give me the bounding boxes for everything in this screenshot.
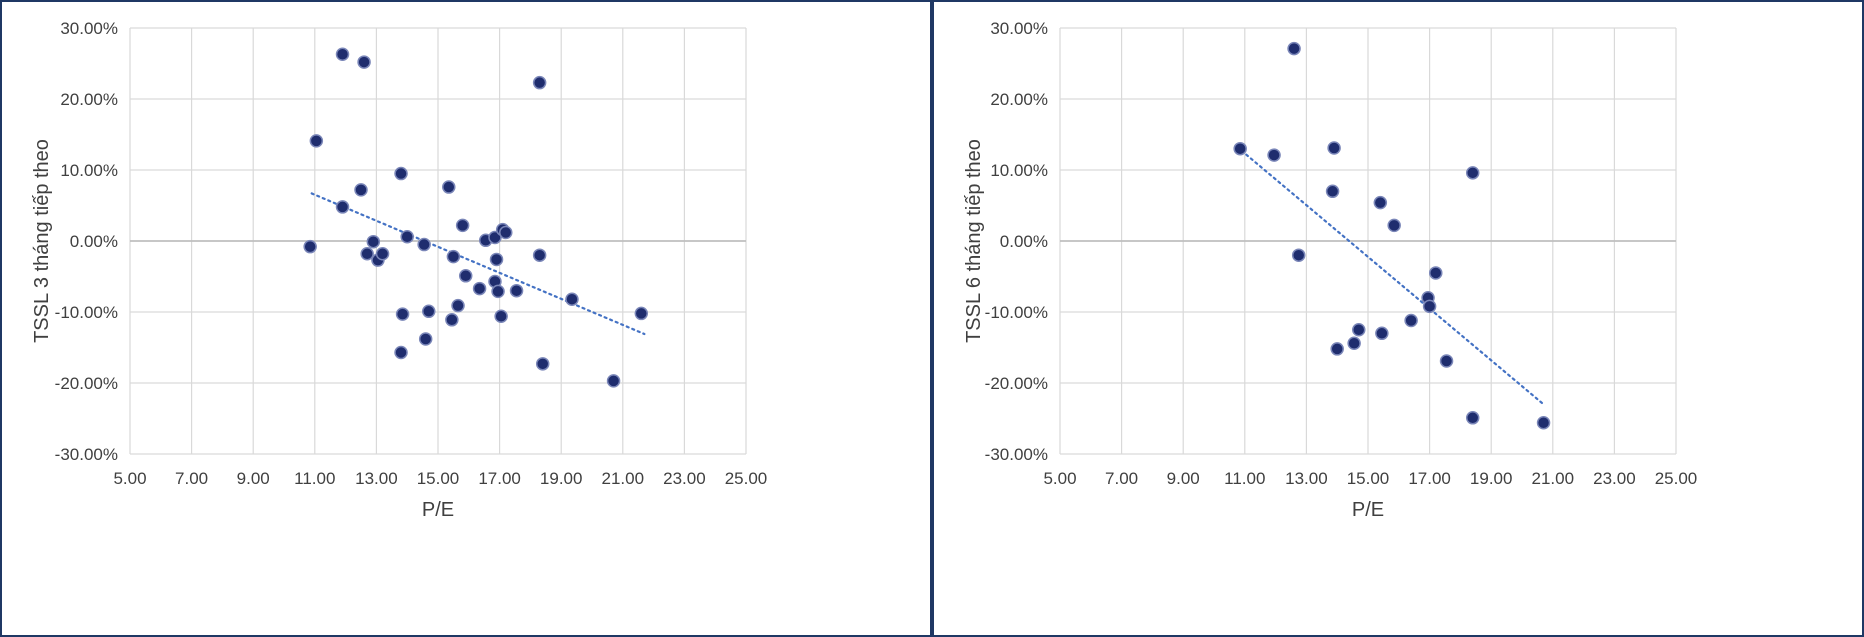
data-point xyxy=(360,247,374,261)
data-point xyxy=(354,183,368,197)
data-point xyxy=(366,234,381,249)
data-point xyxy=(1325,184,1340,199)
data-point xyxy=(1267,148,1281,162)
y-tick-label: 30.00% xyxy=(60,19,118,38)
data-point xyxy=(1429,266,1443,280)
data-point xyxy=(1287,41,1301,56)
data-point xyxy=(491,284,505,299)
data-point xyxy=(445,313,459,327)
x-tick-label: 7.00 xyxy=(1105,469,1138,488)
data-point xyxy=(565,292,579,306)
y-tick-label: -20.00% xyxy=(55,374,118,393)
x-tick-label: 25.00 xyxy=(1655,469,1698,488)
x-tick-label: 21.00 xyxy=(602,469,645,488)
y-axis-title: TSSL 6 tháng tiếp theo xyxy=(963,139,985,343)
y-tick-label: 30.00% xyxy=(990,19,1048,38)
data-point xyxy=(417,237,431,252)
y-tick-label: -30.00% xyxy=(55,445,118,464)
y-tick-label: 0.00% xyxy=(1000,232,1048,251)
data-point xyxy=(499,225,513,240)
data-point xyxy=(394,345,408,360)
y-tick-label: 20.00% xyxy=(990,90,1048,109)
data-point xyxy=(1536,416,1551,430)
data-point xyxy=(634,306,649,321)
x-tick-label: 9.00 xyxy=(237,469,270,488)
x-tick-label: 13.00 xyxy=(355,469,398,488)
y-tick-label: 10.00% xyxy=(60,161,118,180)
data-point xyxy=(1404,313,1418,328)
x-tick-label: 5.00 xyxy=(113,469,146,488)
x-tick-label: 19.00 xyxy=(1470,469,1513,488)
data-point xyxy=(1375,326,1389,341)
data-point xyxy=(1233,141,1247,156)
y-tick-label: 0.00% xyxy=(70,232,118,251)
data-point xyxy=(395,307,410,321)
x-tick-label: 11.00 xyxy=(294,469,335,488)
y-axis-title: TSSL 3 tháng tiếp theo xyxy=(31,139,53,343)
y-tick-label: -30.00% xyxy=(985,445,1048,464)
y-tick-label: -10.00% xyxy=(985,303,1048,322)
x-axis-title: P/E xyxy=(422,499,454,521)
left-chart-panel: 5.00 7.00 9.00 11.00 13.00 15.00 17.00 19.00 21.… xyxy=(0,0,932,637)
data-point xyxy=(357,55,371,69)
data-point xyxy=(1465,411,1480,425)
data-point xyxy=(1373,195,1388,210)
data-point xyxy=(1347,336,1361,350)
x-axis-title: P/E xyxy=(1352,499,1384,521)
data-point xyxy=(422,304,436,319)
data-point xyxy=(1387,218,1401,233)
x-tick-label: 17.00 xyxy=(478,469,521,488)
data-point xyxy=(532,75,547,90)
y-tick-label: 10.00% xyxy=(990,161,1048,180)
x-tick-label: 15.00 xyxy=(1347,469,1390,488)
data-point xyxy=(1327,141,1341,155)
data-point xyxy=(532,248,547,262)
data-point xyxy=(494,309,508,324)
data-point xyxy=(509,283,524,298)
data-point xyxy=(303,239,317,254)
x-tick-label: 21.00 xyxy=(1532,469,1575,488)
data-point xyxy=(442,180,456,194)
data-point xyxy=(335,200,350,214)
trendline xyxy=(1240,149,1545,406)
data-point xyxy=(451,298,465,313)
data-point xyxy=(1439,354,1454,368)
y-tick-label: 20.00% xyxy=(60,90,118,109)
x-tick-label: 11.00 xyxy=(1224,469,1265,488)
data-point xyxy=(472,281,487,296)
x-tick-label: 7.00 xyxy=(175,469,208,488)
data-point xyxy=(394,166,408,181)
x-tick-label: 9.00 xyxy=(1167,469,1200,488)
x-tick-label: 25.00 xyxy=(725,469,768,488)
x-tick-label: 5.00 xyxy=(1043,469,1076,488)
data-point xyxy=(418,332,433,346)
data-point xyxy=(309,134,324,148)
data-point xyxy=(455,218,470,233)
x-tick-label: 19.00 xyxy=(540,469,583,488)
data-point xyxy=(335,47,350,62)
data-point xyxy=(535,357,550,371)
data-point xyxy=(446,249,461,264)
x-tick-label: 17.00 xyxy=(1408,469,1451,488)
right-scatter-chart: 5.00 7.00 9.00 11.00 13.00 15.00 17.00 19.00 21.… xyxy=(963,19,1698,521)
y-tick-label: -10.00% xyxy=(55,303,118,322)
data-point xyxy=(1352,323,1366,337)
data-point xyxy=(1422,299,1437,314)
data-point xyxy=(375,247,390,261)
data-point xyxy=(400,229,414,244)
x-tick-label: 23.00 xyxy=(663,469,706,488)
x-tick-label: 15.00 xyxy=(417,469,460,488)
trendline xyxy=(310,192,646,336)
data-point xyxy=(606,374,621,388)
data-point xyxy=(1330,342,1344,356)
x-tick-label: 13.00 xyxy=(1285,469,1328,488)
left-scatter-chart: 5.00 7.00 9.00 11.00 13.00 15.00 17.00 19.00 21.… xyxy=(31,19,768,521)
data-point xyxy=(1291,248,1306,262)
x-tick-label: 23.00 xyxy=(1593,469,1636,488)
data-point xyxy=(1465,166,1480,180)
data-point xyxy=(489,252,504,267)
right-chart-panel: 5.00 7.00 9.00 11.00 13.00 15.00 17.00 19.00 21.… xyxy=(932,0,1864,637)
data-point xyxy=(458,269,473,283)
y-tick-label: -20.00% xyxy=(985,374,1048,393)
